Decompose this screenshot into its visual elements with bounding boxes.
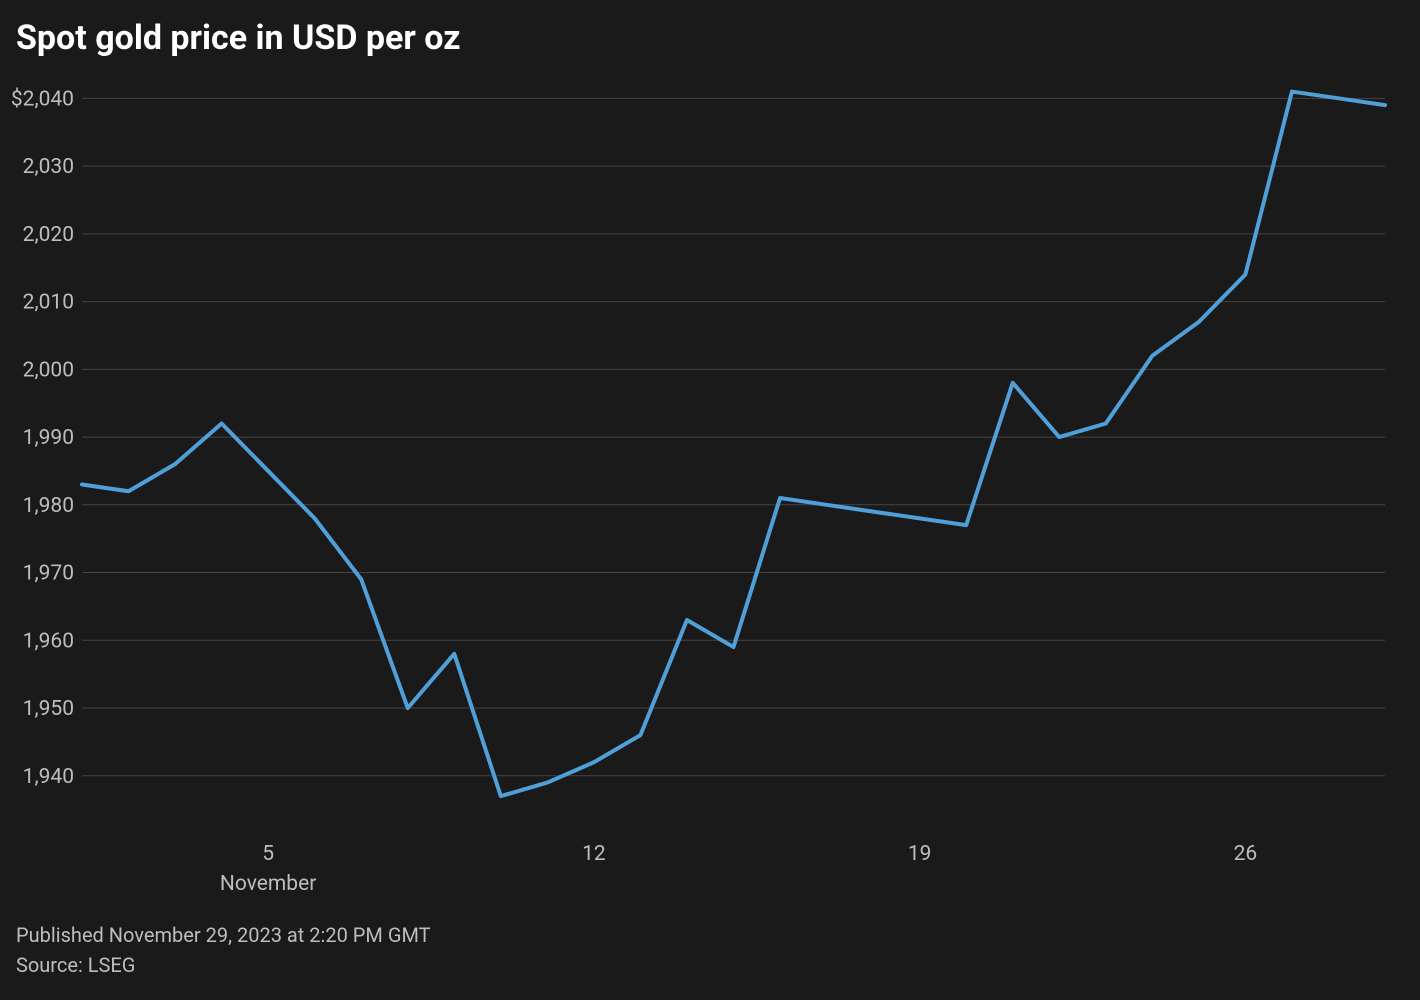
svg-text:2,010: 2,010 — [23, 291, 74, 315]
svg-text:1,990: 1,990 — [23, 426, 74, 450]
published-line: Published November 29, 2023 at 2:20 PM G… — [16, 920, 1400, 950]
chart-area: 1,940 1,950 1,960 1,970 1,980 1,990 2,000 2,010… — [12, 70, 1400, 910]
line-chart: 1,940 1,950 1,960 1,970 1,980 1,990 2,000 2,010… — [12, 70, 1400, 910]
svg-text:November: November — [220, 872, 316, 896]
svg-text:19: 19 — [908, 842, 932, 866]
svg-text:1,950: 1,950 — [23, 697, 74, 721]
chart-title: Spot gold price in USD per oz — [16, 18, 1400, 58]
svg-text:1,960: 1,960 — [23, 629, 74, 653]
svg-text:2,000: 2,000 — [23, 358, 74, 382]
svg-text:2,020: 2,020 — [23, 223, 74, 247]
svg-text:26: 26 — [1234, 842, 1258, 866]
svg-text:$2,040: $2,040 — [12, 87, 74, 111]
source-line: Source: LSEG — [16, 950, 1400, 980]
svg-text:1,980: 1,980 — [23, 494, 74, 518]
svg-text:1,970: 1,970 — [23, 562, 74, 586]
svg-text:2,030: 2,030 — [23, 155, 74, 179]
svg-text:1,940: 1,940 — [23, 765, 74, 789]
svg-text:12: 12 — [582, 842, 606, 866]
svg-text:5: 5 — [262, 842, 274, 866]
